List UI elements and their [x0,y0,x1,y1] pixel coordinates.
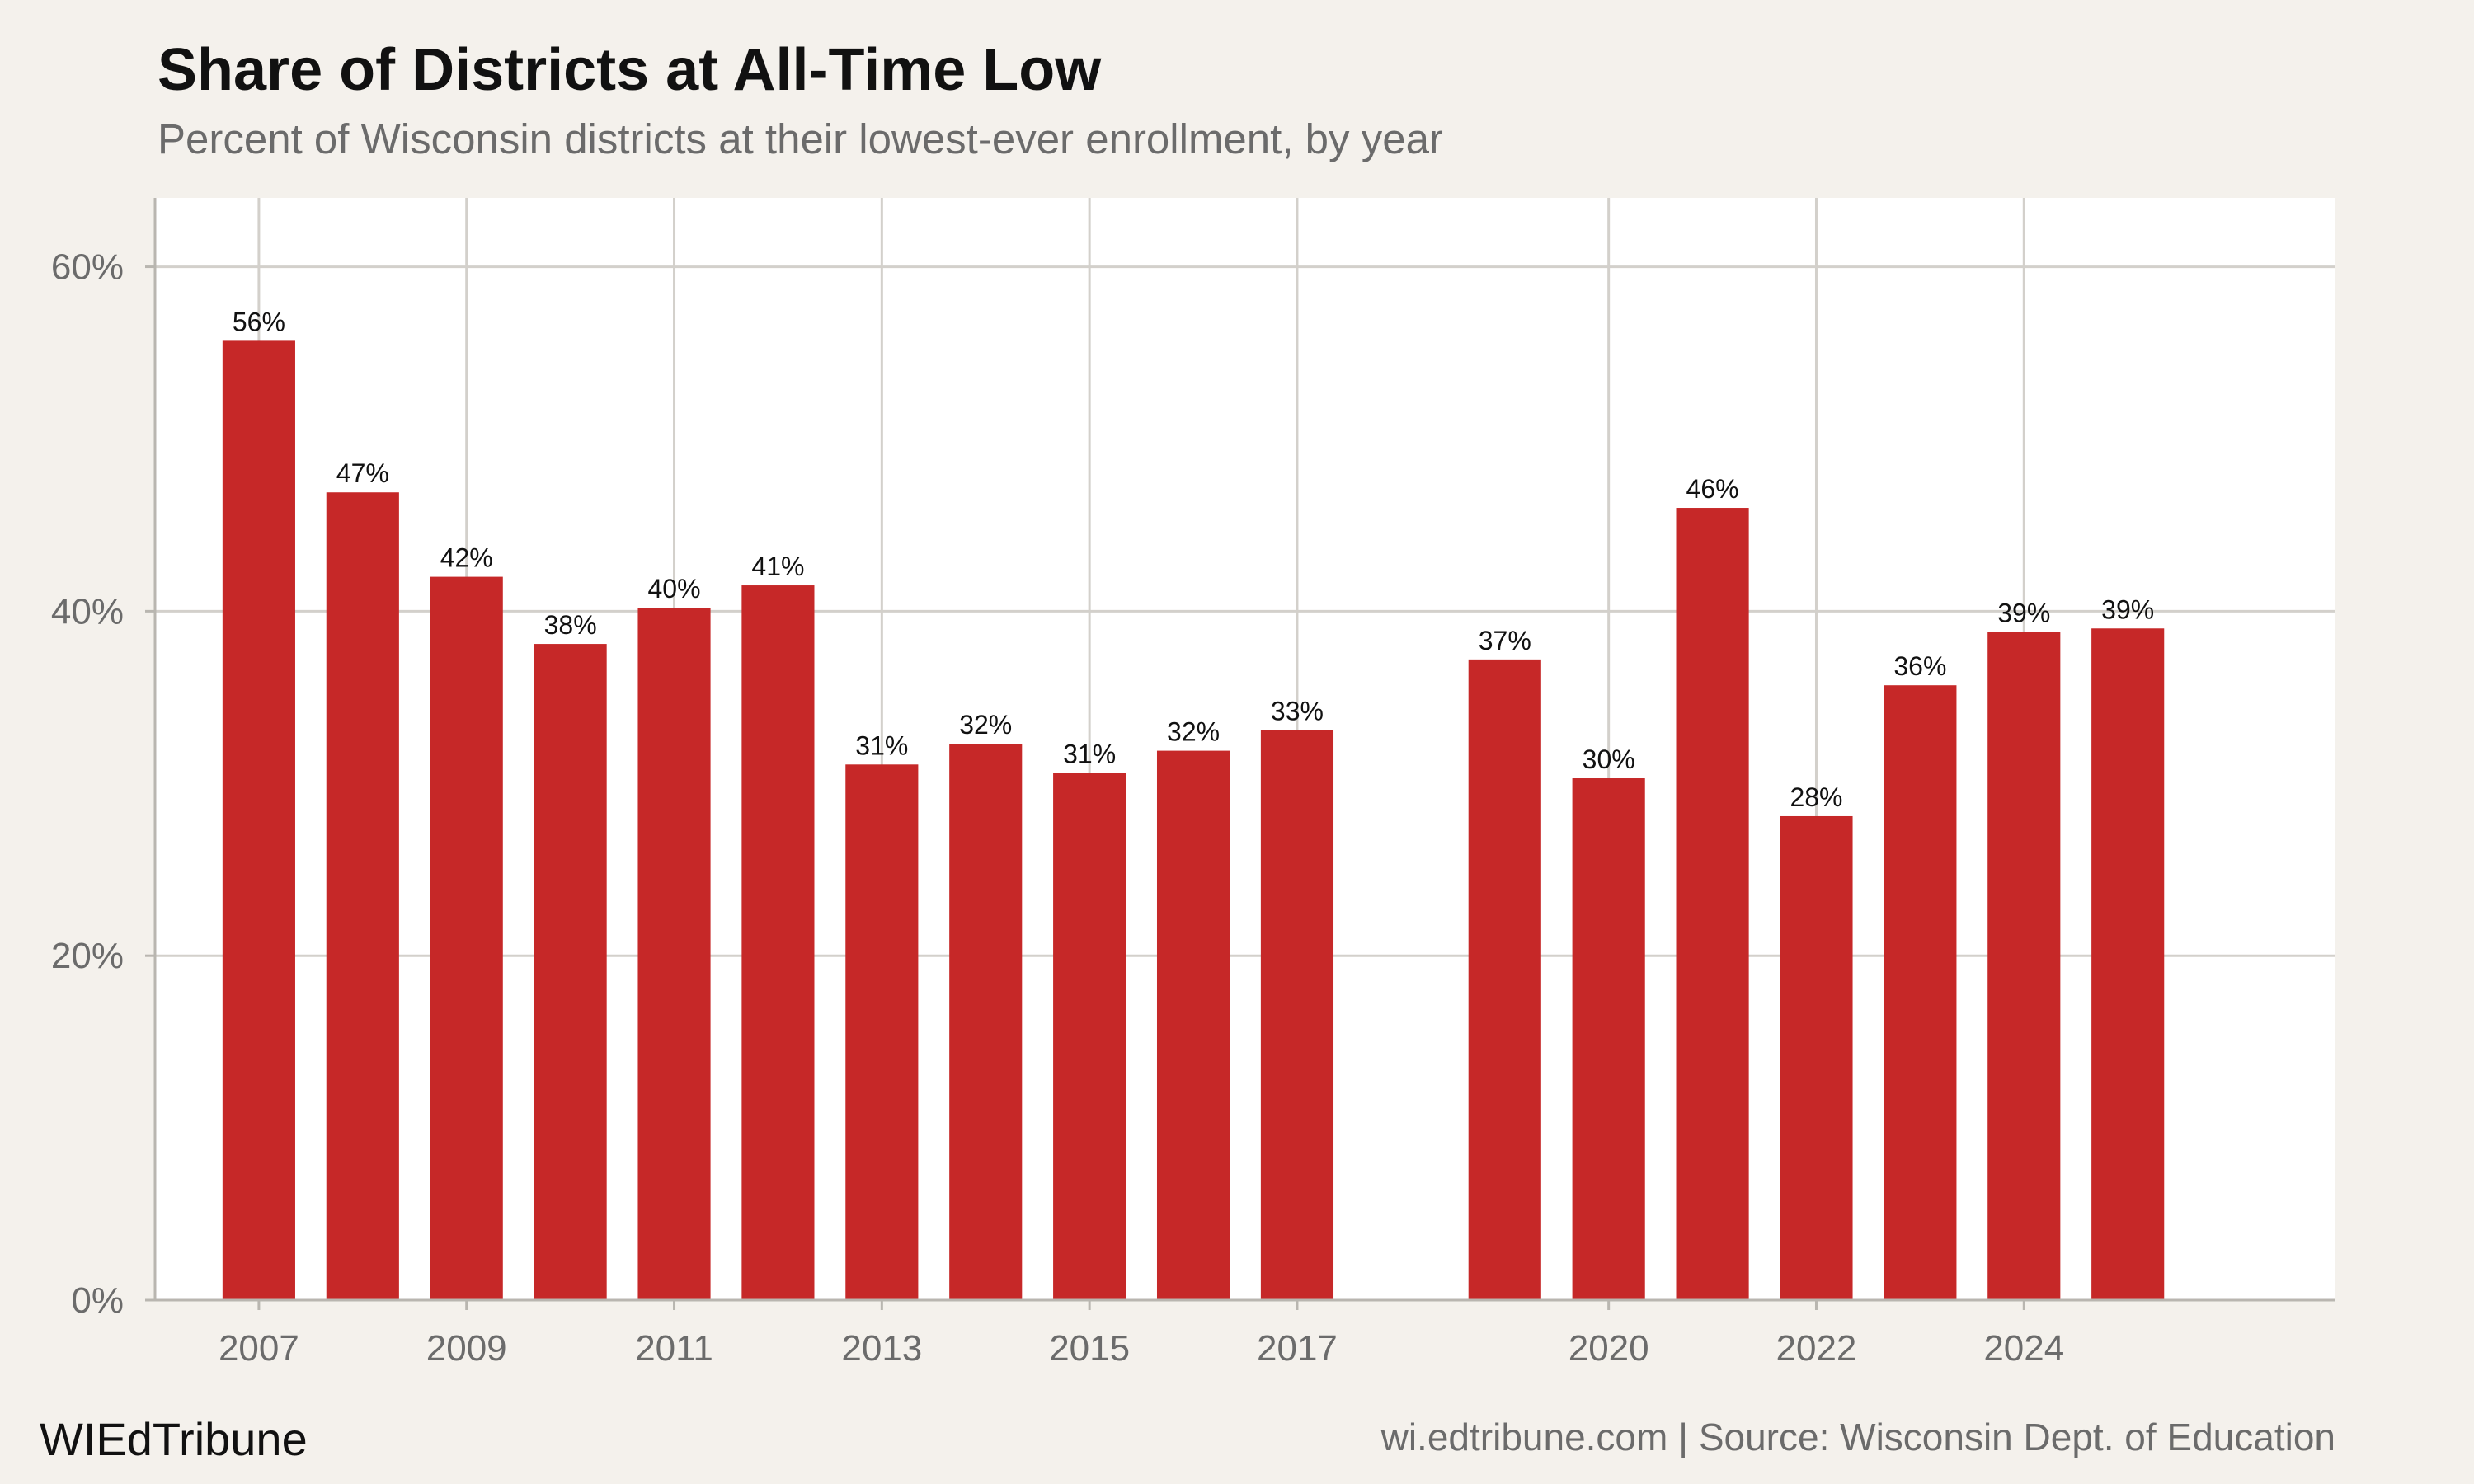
data-label: 39% [2101,594,2154,624]
data-labels: 56% 47% 42% 38% 40% 41% 31% 32% 31% 32% 33% 37% 30% 4… [233,307,2154,812]
bar [326,492,399,1300]
data-label: 39% [1997,598,2050,627]
x-tick-label: 2020 [1569,1328,1649,1369]
data-label: 36% [1893,651,1946,681]
data-label: 30% [1583,744,1635,774]
bar [845,764,919,1300]
bar [637,608,711,1300]
axes [153,198,2335,1302]
chart-title: Share of Districts at All-Time Low [158,37,1102,103]
y-tick-label: 40% [51,591,124,632]
bars [222,340,2165,1300]
x-axis-ticks: 2007 2009 2011 2013 2015 2017 2020 2022 2024 [219,1300,2064,1369]
y-tick-label: 60% [51,247,124,288]
x-tick-label: 2009 [426,1328,507,1369]
x-tick-label: 2015 [1049,1328,1130,1369]
bar [2091,628,2165,1300]
data-label: 33% [1271,697,1324,726]
data-label: 38% [544,610,597,640]
data-label: 42% [440,543,493,573]
data-label: 28% [1790,782,1842,812]
data-label: 41% [751,552,804,581]
source-note: wi.edtribune.com | Source: Wisconsin Dep… [1380,1416,2335,1458]
bar [949,744,1023,1300]
bar [1987,632,2061,1300]
bar [1260,730,1334,1300]
plot-background [155,198,2335,1300]
bar [1156,750,1230,1300]
bar [1676,508,1749,1300]
x-tick-label: 2013 [841,1328,922,1369]
brand-name: WIEdTribune [40,1413,308,1465]
data-label: 31% [1063,740,1116,769]
x-tick-label: 2011 [635,1328,713,1369]
x-tick-label: 2022 [1776,1328,1857,1369]
y-tick-label: 20% [51,936,124,976]
bar [1053,773,1126,1300]
chart-subtitle: Percent of Wisconsin districts at their … [158,115,1443,162]
data-label: 47% [336,458,389,488]
y-tick-label: 0% [71,1280,124,1321]
data-label: 37% [1479,626,1531,655]
y-axis-ticks: 0% 20% 40% 60% [51,247,155,1321]
bar [741,585,815,1300]
x-tick-label: 2024 [1983,1328,2064,1369]
bar [222,340,295,1300]
x-tick-label: 2007 [219,1328,299,1369]
bar [534,644,607,1300]
bar [1468,659,1541,1300]
bar [1884,685,1957,1300]
data-label: 46% [1686,474,1739,504]
data-label: 56% [233,307,285,336]
x-tick-label: 2017 [1257,1328,1338,1369]
data-label: 31% [855,730,908,760]
bar [1780,815,1853,1300]
data-label: 32% [1167,717,1220,747]
bar [1572,778,1645,1300]
data-label: 32% [959,710,1012,740]
data-label: 40% [648,574,701,603]
bar [430,576,503,1300]
